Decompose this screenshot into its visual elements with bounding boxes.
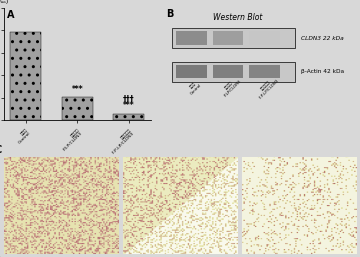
FancyBboxPatch shape [213, 65, 243, 78]
Text: CLDN3 22 kDa: CLDN3 22 kDa [301, 35, 343, 41]
Text: ***: *** [72, 85, 83, 94]
FancyBboxPatch shape [213, 31, 243, 45]
Bar [62, 97, 93, 120]
FancyBboxPatch shape [249, 31, 280, 45]
Text: 非靶向组
P-LP/CLDN3: 非靶向组 P-LP/CLDN3 [220, 76, 242, 98]
FancyBboxPatch shape [176, 31, 207, 45]
Text: 叶酸靶向组
F-P-LP/CLDN3: 叶酸靶向组 F-P-LP/CLDN3 [255, 75, 280, 99]
Bar [10, 32, 41, 120]
FancyBboxPatch shape [249, 65, 280, 78]
Text: ***: *** [123, 101, 135, 110]
Text: 对照组
Control: 对照组 Control [186, 79, 203, 95]
Text: B: B [167, 9, 174, 19]
FancyBboxPatch shape [172, 62, 295, 82]
FancyBboxPatch shape [172, 28, 295, 48]
Text: †††: ††† [123, 95, 135, 104]
Text: β-Actin 42 kDa: β-Actin 42 kDa [301, 69, 344, 74]
Bar [113, 114, 144, 120]
Text: (‰): (‰) [0, 0, 9, 4]
Text: A: A [6, 10, 14, 20]
Text: Western Blot: Western Blot [213, 13, 262, 22]
Text: C: C [0, 145, 2, 155]
FancyBboxPatch shape [176, 65, 207, 78]
